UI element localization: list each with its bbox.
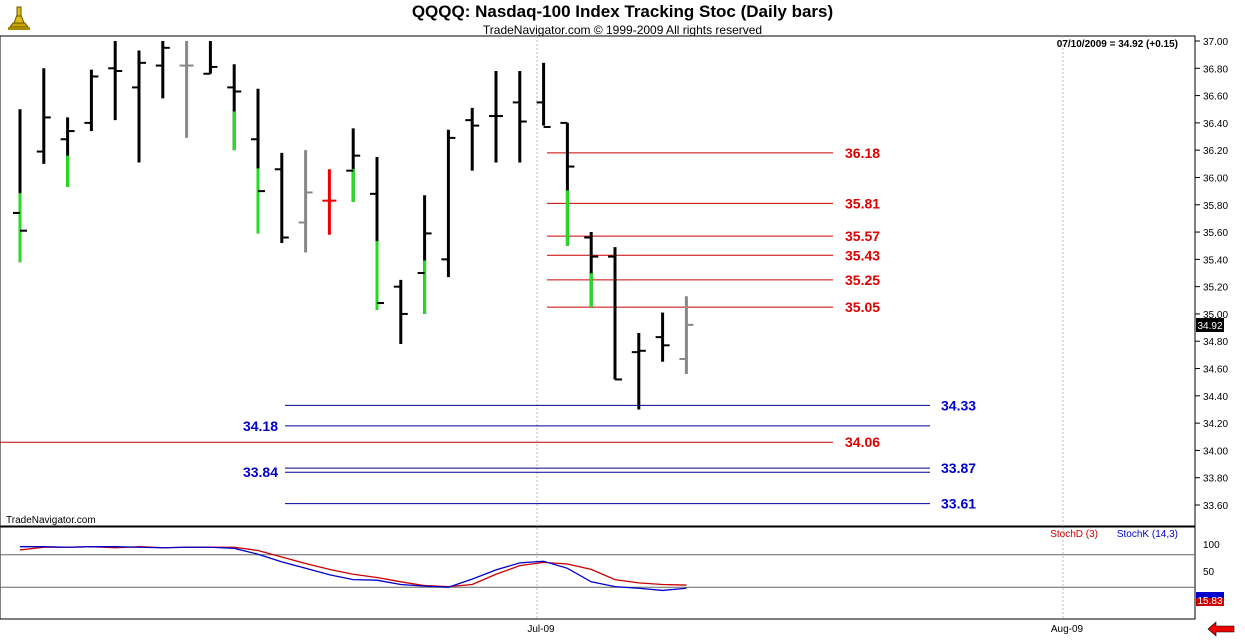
stochastic-lines (0, 546, 1195, 592)
ohlc-bar (679, 296, 694, 374)
time-tick-label: Aug-09 (1051, 624, 1084, 635)
level-label: 35.05 (845, 299, 880, 315)
stoch-value-tag: 15.83 (1197, 596, 1222, 607)
ohlc-bar (108, 41, 123, 121)
ohlc-bar (13, 109, 27, 263)
trade-navigator-logo (8, 6, 30, 30)
ohlc-bar (512, 71, 527, 163)
stoch-tick-label: 100 (1203, 540, 1220, 551)
stoch-tick-label: 50 (1203, 567, 1215, 578)
ohlc-bar (179, 41, 194, 138)
price-tick-label: 34.00 (1203, 446, 1228, 457)
price-tick-label: 34.80 (1203, 337, 1228, 348)
level-label: 35.57 (845, 228, 880, 244)
ohlc-bar (631, 333, 646, 410)
price-tick-label: 35.60 (1203, 228, 1228, 239)
time-axis: Jul-09 Aug-09 (527, 624, 1083, 635)
level-label: 34.06 (845, 434, 880, 450)
level-label: 34.33 (941, 397, 976, 413)
price-tick-label: 36.20 (1203, 146, 1228, 157)
ohlc-bar (489, 71, 503, 163)
ohlc-bar (132, 50, 146, 163)
last-price-readout: 07/10/2009 = 34.92 (+0.15) (1057, 39, 1178, 50)
stochk-line (20, 546, 687, 592)
price-tick-label: 35.40 (1203, 255, 1228, 266)
price-tick-label: 35.00 (1203, 310, 1228, 321)
legend-stochk: StochK (14,3) (1117, 529, 1178, 540)
level-label: 36.18 (845, 145, 880, 161)
ohlc-bar (655, 312, 670, 362)
price-tick-label: 34.20 (1203, 419, 1228, 430)
price-tick-label: 36.80 (1203, 64, 1228, 75)
chart-subtitle: TradeNavigator.com © 1999-2009 All right… (482, 23, 763, 37)
price-tick-label: 33.80 (1203, 474, 1228, 485)
price-tick-label: 36.40 (1203, 119, 1228, 130)
legend-stochd: StochD (3) (1050, 529, 1098, 540)
time-tick-label: Jul-09 (527, 624, 555, 635)
ohlc-bar (608, 247, 622, 381)
ohlc-bars (13, 41, 694, 410)
scroll-left-button[interactable] (1207, 621, 1235, 637)
ohlc-bar (322, 169, 337, 235)
price-tick-label: 35.80 (1203, 201, 1228, 212)
ohlc-bar (441, 129, 456, 278)
level-label: 33.84 (243, 464, 278, 480)
price-tick-label: 33.60 (1203, 501, 1228, 512)
level-label: 34.18 (243, 418, 278, 434)
level-label: 35.81 (845, 195, 880, 211)
current-price-tag-bg (1196, 318, 1224, 332)
ohlc-bar (370, 157, 384, 310)
chart-title: QQQQ: Nasdaq-100 Index Tracking Stoc (Da… (411, 2, 834, 21)
ohlc-bar (227, 64, 242, 151)
ohlc-bar (536, 62, 551, 128)
price-tick-label: 36.60 (1203, 92, 1228, 103)
ohlc-bar (346, 128, 361, 203)
ohlc-bar (417, 195, 432, 314)
stoch-value-tag-bg-red (1196, 598, 1224, 606)
ohlc-bar (36, 68, 51, 164)
ohlc-bar (155, 41, 170, 99)
price-axis: 37.00 36.80 36.60 36.40 36.20 36.00 35.80 35.60… (1195, 37, 1228, 512)
level-label: 33.87 (941, 460, 976, 476)
ohlc-bar (60, 117, 75, 188)
ohlc-bar (274, 152, 289, 243)
price-tick-label: 36.00 (1203, 173, 1228, 184)
level-label: 35.25 (845, 272, 880, 288)
ohlc-bar (298, 150, 313, 253)
stochastic-panel[interactable] (0, 526, 1196, 620)
level-label: 33.61 (941, 496, 976, 512)
level-lines: 36.18 35.81 35.57 35.43 35.25 35.05 34.33 34.18… (0, 145, 976, 512)
current-price-tag: 34.92 (1197, 321, 1222, 332)
ohlc-bar (84, 69, 99, 132)
price-tick-label: 35.20 (1203, 283, 1228, 294)
ohlc-bar (584, 232, 599, 308)
price-tick-label: 34.60 (1203, 365, 1228, 376)
price-tick-label: 34.40 (1203, 392, 1228, 403)
watermark: TradeNavigator.com (6, 515, 96, 526)
ohlc-bar (560, 121, 575, 246)
ohlc-bar (251, 88, 265, 234)
ohlc-bar (393, 279, 408, 344)
price-panel[interactable] (0, 35, 1196, 527)
ohlc-bar (465, 107, 480, 171)
level-label: 35.43 (845, 247, 880, 263)
price-tick-label: 37.00 (1203, 37, 1228, 48)
ohlc-bar (203, 41, 218, 75)
